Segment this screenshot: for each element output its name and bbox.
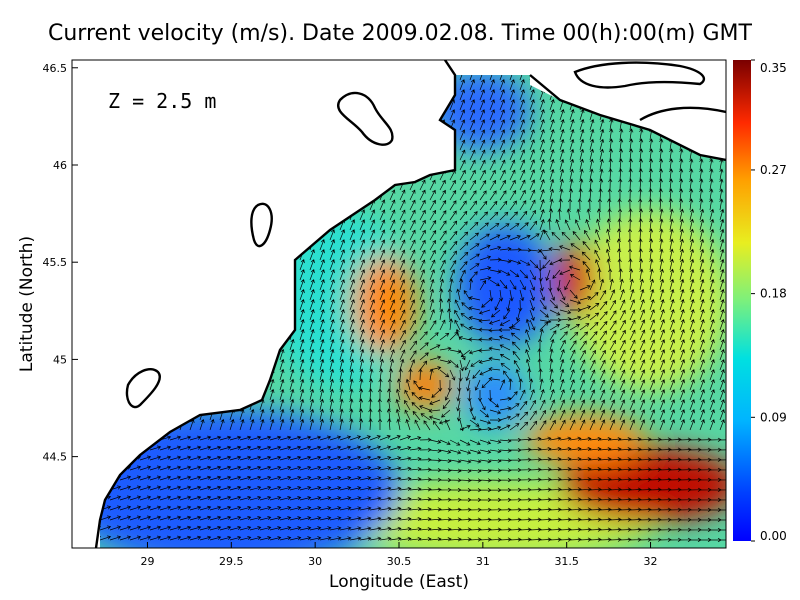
y-axis-label: Latitude (North): [17, 236, 37, 372]
y-tick-label: 45.5: [43, 256, 68, 269]
plot-area: Z = 2.5 m: [71, 59, 727, 549]
colorbar-tick-label: 0.27: [760, 163, 787, 177]
field-blob-orange-mid: [397, 360, 453, 410]
coastline: [94, 60, 457, 548]
coastline-east: [529, 74, 726, 162]
colorbar-tick-label: 0.18: [760, 287, 787, 301]
x-tick-label: 30: [308, 555, 322, 568]
depth-annotation: Z = 2.5 m: [108, 89, 216, 113]
y-tick-label: 46.5: [43, 62, 68, 75]
lagoon-north: [250, 202, 273, 248]
x-tick-label: 29: [140, 555, 154, 568]
colorbar-tick-label: 0.00: [760, 529, 787, 543]
colorbar-ticks: 0.00 0.09 0.18 0.27 0.35: [751, 59, 787, 543]
field-blob-orange-se: [525, 415, 645, 465]
lake-north: [337, 91, 394, 146]
colorbar-gradient: [733, 60, 751, 541]
x-tick-label: 31: [476, 555, 490, 568]
x-axis-label: Longitude (East): [329, 572, 469, 592]
x-tick-label: 31.5: [554, 555, 579, 568]
lake-northeast: [573, 61, 706, 89]
colorbar: 0.00 0.09 0.18 0.27 0.35: [733, 59, 787, 543]
x-tick-label: 32: [644, 555, 658, 568]
y-axis: 44.5 45 45.5 46 46.5: [43, 62, 78, 464]
x-tick-label: 29.5: [219, 555, 244, 568]
y-tick-label: 45: [53, 353, 67, 366]
field-blob-blue-center: [457, 225, 553, 345]
x-axis: 29 29.5 30 30.5 31 31.5 32: [140, 542, 658, 568]
colorbar-tick-label: 0.35: [760, 61, 787, 75]
chart-title: Current velocity (m/s). Date 2009.02.08.…: [48, 21, 753, 46]
y-tick-label: 44.5: [43, 451, 68, 464]
colorbar-tick-label: 0.09: [760, 410, 787, 424]
field-blob-blue-eddy: [465, 363, 525, 427]
x-tick-label: 30.5: [387, 555, 412, 568]
river-east: [639, 106, 726, 122]
field-blob-red-se: [560, 447, 726, 523]
y-tick-label: 46: [53, 159, 67, 172]
field-blob-orange-west: [353, 257, 417, 353]
lagoon-west: [125, 368, 161, 409]
